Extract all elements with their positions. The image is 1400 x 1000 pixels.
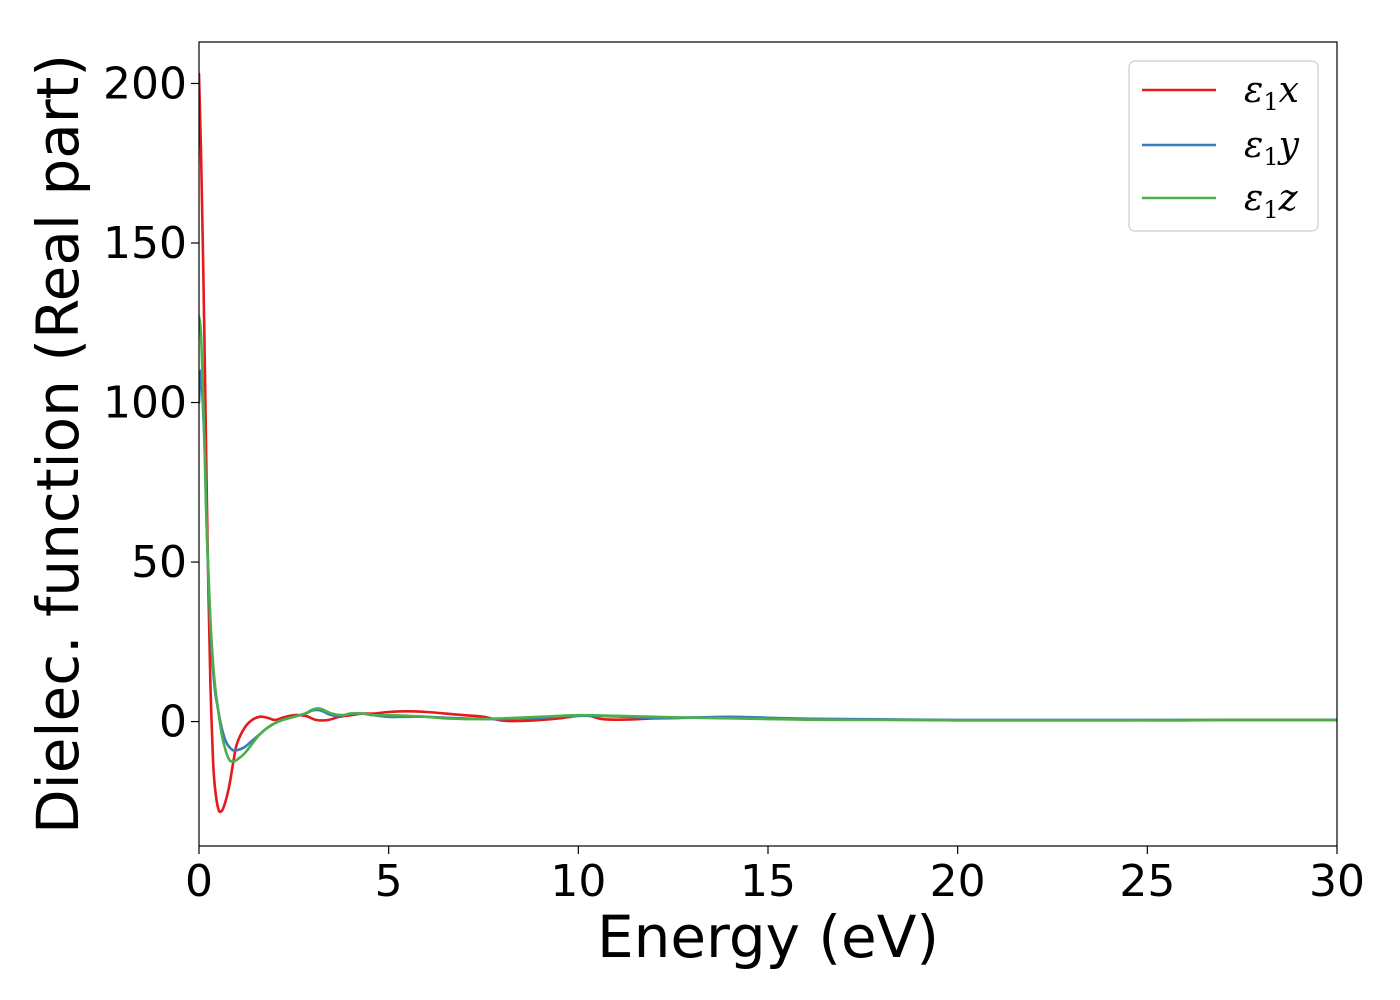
legend-label-z: ε1z bbox=[1244, 178, 1299, 224]
y-tick-label: 150 bbox=[103, 218, 187, 269]
legend-box bbox=[1128, 60, 1319, 232]
legend-label-y: ε1y bbox=[1244, 125, 1300, 171]
x-tick-label: 25 bbox=[1119, 856, 1175, 907]
legend: ε1x ε1y ε1z bbox=[1128, 60, 1319, 232]
x-tick-label: 15 bbox=[740, 856, 796, 907]
series-line-z bbox=[199, 315, 1337, 763]
y-tick-label: 50 bbox=[131, 537, 187, 588]
legend-label-x: ε1x bbox=[1244, 70, 1299, 116]
y-tick-label: 100 bbox=[103, 378, 187, 429]
x-tick-label: 5 bbox=[375, 856, 403, 907]
x-axis-label: Energy (eV) bbox=[597, 903, 939, 971]
x-tick-label: 30 bbox=[1309, 856, 1365, 907]
x-tick-label: 20 bbox=[930, 856, 986, 907]
y-tick-label: 0 bbox=[159, 697, 187, 748]
y-tick-label: 200 bbox=[103, 58, 187, 109]
ticks: 0 5 10 15 20 25 30 0 50 100 150 200 bbox=[103, 58, 1365, 907]
x-tick-label: 10 bbox=[550, 856, 606, 907]
axis-labels: Energy (eV) Dielec. function (Real part) bbox=[24, 54, 939, 971]
x-tick-label: 0 bbox=[185, 856, 213, 907]
y-axis-label: Dielec. function (Real part) bbox=[24, 54, 92, 834]
series-layer bbox=[199, 72, 1337, 814]
